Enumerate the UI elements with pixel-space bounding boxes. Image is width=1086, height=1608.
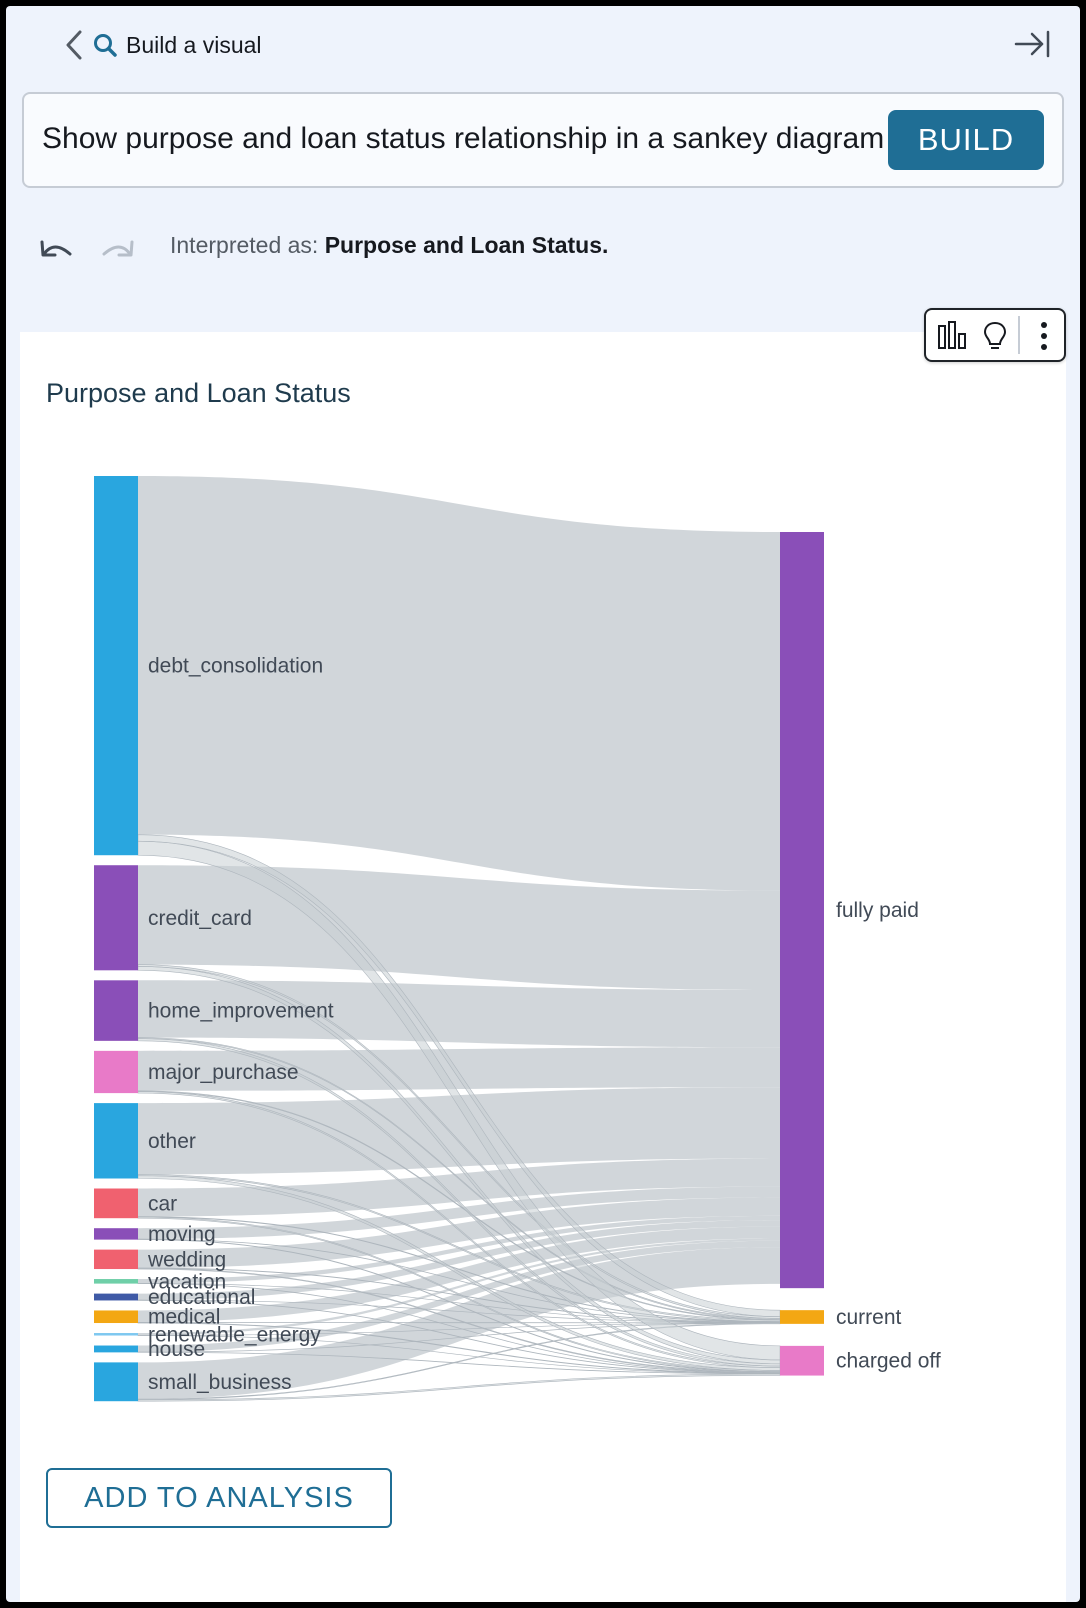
sankey-label: home_improvement — [148, 1000, 334, 1023]
visual-toolbar — [924, 308, 1066, 362]
undo-icon[interactable] — [36, 234, 76, 268]
sankey-node-small-business[interactable] — [94, 1362, 138, 1402]
visual-title: Purpose and Loan Status — [46, 378, 351, 408]
sankey-label: educational — [148, 1286, 255, 1309]
sankey-label: other — [148, 1130, 196, 1153]
redo-icon[interactable] — [98, 234, 138, 268]
sankey-node-vacation[interactable] — [94, 1279, 138, 1284]
sankey-node-major-purchase[interactable] — [94, 1050, 138, 1094]
sankey-label: house — [148, 1338, 205, 1361]
sankey-node-fully-paid[interactable] — [780, 532, 824, 1289]
sankey-node-educational[interactable] — [94, 1293, 138, 1301]
sankey-node-house[interactable] — [94, 1345, 138, 1353]
header: Build a visual — [6, 6, 1080, 86]
interpretation-value: Purpose and Loan Status. — [324, 232, 609, 258]
interpretation-prefix: Interpreted as: — [170, 232, 319, 258]
sankey-link[interactable] — [138, 1087, 780, 1175]
sankey-link[interactable] — [138, 1215, 780, 1284]
bar-chart-icon[interactable] — [936, 320, 970, 352]
sankey-node-home-improvement[interactable] — [94, 980, 138, 1041]
panel-title: Build a visual — [126, 32, 262, 58]
sankey-link[interactable] — [138, 1047, 780, 1091]
sankey-label: medical — [148, 1306, 220, 1329]
sankey-nodes — [94, 476, 824, 1402]
sankey-label: fully paid — [836, 899, 919, 922]
sankey-label: vacation — [148, 1270, 226, 1293]
search-icon — [94, 34, 117, 57]
sankey-label: debt_consolidation — [148, 655, 323, 678]
sankey-label: small_business — [148, 1371, 292, 1394]
lightbulb-icon[interactable] — [982, 320, 1008, 352]
sankey-node-wedding[interactable] — [94, 1249, 138, 1270]
sankey-label: credit_card — [148, 907, 252, 930]
more-vertical-icon[interactable] — [1030, 318, 1058, 354]
sankey-link[interactable] — [138, 1240, 780, 1353]
query-input[interactable]: Show purpose and loan status relationshi… — [42, 122, 885, 155]
sankey-label: renewable_energy — [148, 1323, 321, 1346]
sankey-label: car — [148, 1192, 177, 1215]
sankey-label: moving — [148, 1223, 216, 1246]
chevron-left-icon[interactable] — [62, 28, 88, 62]
sankey-label: charged off — [836, 1350, 941, 1373]
collapse-right-icon[interactable] — [1012, 28, 1052, 60]
sankey-node-debt-consolidation[interactable] — [94, 476, 138, 856]
sankey-node-renewable-energy[interactable] — [94, 1333, 138, 1336]
add-to-analysis-button[interactable]: ADD TO ANALYSIS — [46, 1468, 392, 1528]
sankey-node-credit-card[interactable] — [94, 865, 138, 971]
sankey-label: major_purchase — [148, 1061, 299, 1084]
sankey-links — [137, 476, 781, 1402]
sankey-link[interactable] — [138, 1186, 780, 1240]
toolbar-separator — [1018, 316, 1020, 354]
sankey-node-car[interactable] — [94, 1188, 138, 1219]
build-visual-panel: Build a visual Show purpose and loan sta… — [6, 6, 1080, 1602]
sankey-node-current[interactable] — [780, 1310, 824, 1324]
sankey-chart: debt_consolidation credit_card home_improv… — [94, 476, 941, 1402]
build-button[interactable]: BUILD — [888, 110, 1044, 170]
sankey-link[interactable] — [138, 980, 780, 1048]
sankey-labels: debt_consolidation credit_card home_improv… — [147, 655, 941, 1394]
sankey-link[interactable] — [138, 1238, 780, 1336]
sankey-link[interactable] — [138, 1197, 780, 1268]
sankey-label: wedding — [147, 1248, 226, 1271]
sankey-link[interactable] — [138, 1247, 780, 1400]
sankey-link[interactable] — [138, 1220, 780, 1301]
sankey-node-moving[interactable] — [94, 1228, 138, 1240]
sankey-label: current — [836, 1306, 902, 1329]
sankey-node-other[interactable] — [94, 1103, 138, 1179]
sankey-link[interactable] — [138, 476, 780, 891]
query-box: Show purpose and loan status relationshi… — [22, 92, 1064, 188]
interpretation-text: Interpreted as: Purpose and Loan Status. — [170, 232, 608, 259]
sankey-link[interactable] — [138, 1158, 780, 1217]
sankey-node-charged-off[interactable] — [780, 1345, 824, 1376]
sankey-node-medical[interactable] — [94, 1310, 138, 1324]
